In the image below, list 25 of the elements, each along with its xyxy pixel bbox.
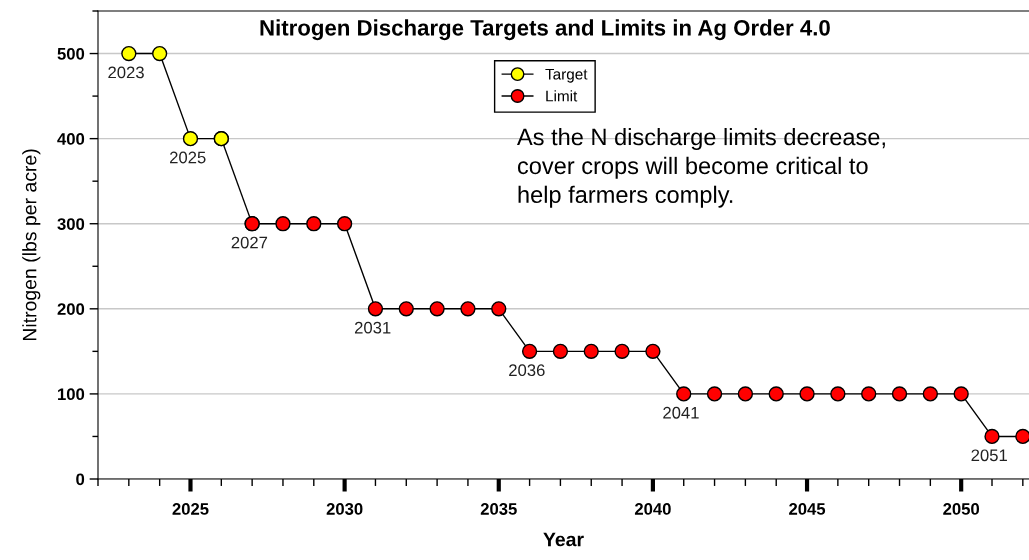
x-tick-label: 2040: [634, 503, 671, 515]
x-tick-label: 2050: [943, 503, 980, 515]
annotation: 2027: [231, 236, 268, 249]
y-tick-label: 400: [57, 133, 85, 145]
x-axis-title: Year: [543, 532, 584, 547]
legend-label: Target: [545, 68, 588, 83]
annotation: 2023: [108, 66, 144, 79]
annotation: As the N discharge limits decrease, cover crops will become critical to help farmers comply.: [517, 128, 885, 208]
annotation: 2031: [354, 321, 391, 334]
x-tick-label: 2030: [326, 503, 363, 515]
annotation: 2036: [509, 364, 545, 377]
x-tick-label: 2035: [480, 503, 517, 515]
chart-title: Nitrogen Discharge Targets and Limits in Ag Order 4.0: [260, 19, 830, 41]
y-tick-label: 300: [57, 218, 85, 230]
x-tick-label: 2025: [172, 503, 209, 515]
annotation: 2025: [170, 151, 206, 164]
y-tick-label: 200: [57, 303, 85, 316]
legend-label: Limit: [546, 90, 578, 102]
y-axis-title: Nitrogen (lbs per acre): [22, 149, 41, 341]
annotation: 2051: [971, 449, 1007, 462]
y-tick-label: 0: [76, 473, 85, 486]
x-tick-label: 2045: [789, 503, 826, 515]
annotation: 2041: [663, 406, 699, 419]
y-tick-label: 100: [58, 388, 85, 401]
y-tick-label: 500: [57, 47, 85, 60]
